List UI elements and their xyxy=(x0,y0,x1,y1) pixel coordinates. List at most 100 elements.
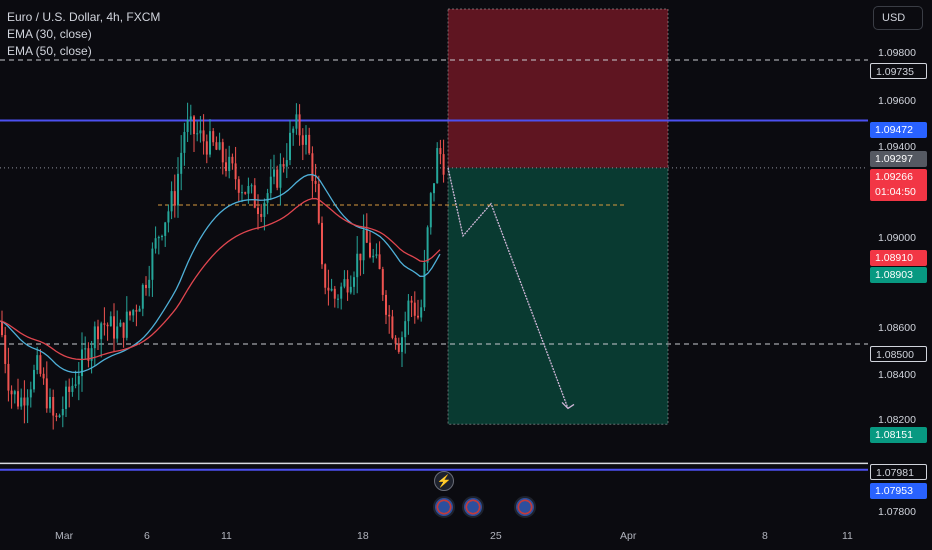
eu-flag-event-icon[interactable] xyxy=(462,496,484,518)
candle-body xyxy=(205,141,208,155)
candle-body xyxy=(346,279,349,293)
candle-body xyxy=(122,322,125,338)
prev-close-label: 1.09297 xyxy=(870,151,927,167)
candle-body xyxy=(359,253,362,261)
candle-body xyxy=(263,202,266,217)
ema-30-value-label: 1.08903 xyxy=(870,267,927,283)
candle-body xyxy=(244,192,247,194)
candle-body xyxy=(23,397,26,406)
time-tick: 6 xyxy=(144,530,150,542)
ema-50-value-label: 1.08910 xyxy=(870,250,927,266)
candle-body xyxy=(215,142,218,150)
candle-body xyxy=(138,308,141,312)
candle-body xyxy=(442,154,445,175)
candle-body xyxy=(212,131,215,143)
candle-body xyxy=(327,287,330,291)
ema-30-indicator-label[interactable]: EMA (30, close) xyxy=(7,27,92,41)
candle-body xyxy=(257,207,259,214)
candle-body xyxy=(17,391,19,407)
time-tick: 11 xyxy=(842,530,853,542)
symbol-title[interactable]: Euro / U.S. Dollar, 4h, FXCM xyxy=(7,10,161,24)
candle-body xyxy=(247,185,250,194)
ema-30-line xyxy=(0,173,441,374)
candle-body xyxy=(161,235,163,238)
candle-body xyxy=(301,135,304,145)
candle-body xyxy=(420,307,423,318)
candle-body xyxy=(81,349,83,377)
candle-body xyxy=(45,378,48,409)
price-chart[interactable] xyxy=(0,0,868,522)
candle-body xyxy=(282,164,285,167)
eu-flag-event-icon[interactable] xyxy=(433,496,455,518)
candle-body xyxy=(125,311,128,338)
time-tick: 18 xyxy=(357,530,369,542)
candle-body xyxy=(77,376,80,385)
time-tick: 25 xyxy=(490,530,502,542)
eu-flag-event-icon[interactable] xyxy=(514,496,536,518)
candle-body xyxy=(154,238,157,249)
level-blue-lower-label: 1.07953 xyxy=(870,483,927,499)
candle-body xyxy=(157,237,160,239)
candle-body xyxy=(129,311,131,316)
candle-body xyxy=(234,163,237,180)
projection-arrowhead xyxy=(561,401,575,410)
candle-body xyxy=(186,119,189,132)
candle-body xyxy=(151,248,154,280)
candle-body xyxy=(20,397,23,407)
position-outline xyxy=(447,8,669,425)
candle-body xyxy=(221,142,224,163)
candle-body xyxy=(231,156,234,164)
price-tick: 1.08600 xyxy=(878,322,916,334)
candle-body xyxy=(135,310,138,312)
lightning-event-icon[interactable]: ⚡ xyxy=(434,471,454,491)
candle-body xyxy=(189,116,192,120)
candle-body xyxy=(417,315,419,318)
candle-body xyxy=(362,230,365,261)
candle-body xyxy=(273,169,275,177)
candle-body xyxy=(4,335,7,364)
candle-body xyxy=(68,386,71,392)
candle-body xyxy=(103,323,106,325)
candle-body xyxy=(260,213,263,217)
last-price-label: 1.09266 01:04:50 xyxy=(870,169,927,201)
candle-body xyxy=(292,128,295,133)
candle-body xyxy=(375,254,378,256)
candle-body xyxy=(55,415,58,418)
candle-body xyxy=(202,130,205,142)
candle-body xyxy=(308,134,311,154)
candle-body xyxy=(413,302,416,316)
candle-body xyxy=(426,227,429,263)
candle-body xyxy=(276,169,279,188)
candle-body xyxy=(378,254,381,270)
candle-body xyxy=(330,288,333,291)
candle-body xyxy=(429,193,432,228)
chart-legend: Euro / U.S. Dollar, 4h, FXCM EMA (30, cl… xyxy=(7,9,160,60)
chart-area[interactable] xyxy=(0,0,868,522)
bar-countdown: 01:04:50 xyxy=(875,186,916,198)
ema-50-indicator-label[interactable]: EMA (50, close) xyxy=(7,44,92,58)
candle-body xyxy=(305,134,307,145)
candle-body xyxy=(113,316,115,339)
candle-body xyxy=(173,191,176,206)
time-tick: 11 xyxy=(221,530,232,542)
candle-body xyxy=(343,279,346,287)
candle-body xyxy=(42,373,45,379)
time-axis[interactable] xyxy=(0,522,868,550)
projection-path xyxy=(447,167,569,409)
candle-body xyxy=(33,369,35,390)
candle-body xyxy=(237,179,240,193)
level-blue-upper-label: 1.09472 xyxy=(870,122,927,138)
currency-button[interactable]: USD xyxy=(873,6,923,30)
candle-body xyxy=(193,116,195,135)
candle-body xyxy=(164,222,167,236)
candle-body xyxy=(269,176,272,194)
candle-body xyxy=(52,396,55,416)
candle-body xyxy=(225,162,227,172)
candle-body xyxy=(61,408,64,416)
time-tick: 8 xyxy=(762,530,768,542)
take-profit-zone xyxy=(448,167,668,425)
candle-body xyxy=(228,156,231,172)
price-tick: 1.08400 xyxy=(878,369,916,381)
price-tick: 1.07800 xyxy=(878,506,916,518)
candle-body xyxy=(218,142,221,150)
